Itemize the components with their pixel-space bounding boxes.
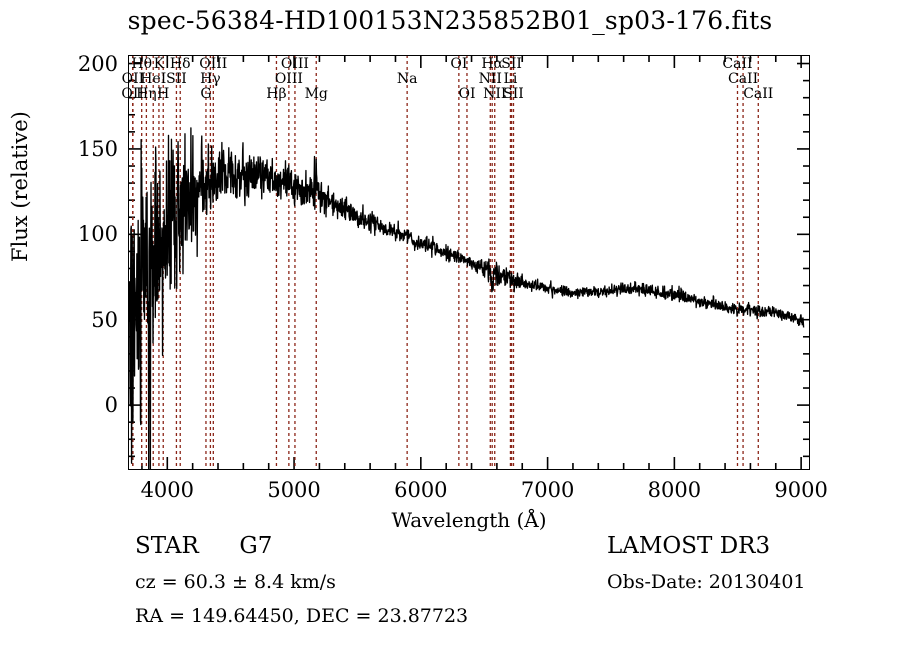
page-title: spec-56384-HD100153N235852B01_sp03-176.f… [127,6,773,35]
x-tick-5000: 5000 [267,478,321,502]
line-label-CaII-8542: CaII [728,71,759,87]
x-tick-6000: 6000 [394,478,448,502]
line-label-Li-6707: Li [503,71,518,87]
line-label-K-3934: K [153,56,165,72]
spectrum-canvas [128,55,810,470]
y-tick-200: 200 [77,51,118,76]
line-label-H-4861: Hβ [266,86,287,102]
line-label-SII-6731: SII [503,86,524,102]
line-label-NII-6583: NII [483,86,507,102]
x-tick-9000: 9000 [774,478,828,502]
survey-name: LAMOST DR3 [607,533,771,559]
line-label-NII-6548: NII [478,71,502,87]
x-axis-title: Wavelength (Å) [391,508,547,532]
line-label-SII-6716: SII [501,56,522,72]
x-tick-8000: 8000 [647,478,702,502]
line-label-OIII-4959: OIII [274,71,303,87]
x-tick-7000: 7000 [520,478,575,502]
spectrum-plot [128,55,810,470]
line-label-Mg-5175: Mg [304,86,328,102]
line-label-H-4340: Hγ [200,71,221,87]
line-label-OIII-4363: OIII [199,56,228,72]
spectral-type: G7 [239,533,273,559]
y-tick-50: 50 [91,307,118,332]
line-label-HeI-3889: HeI [140,71,167,87]
line-label-OII-3729: OII [121,71,145,87]
y-tick-0: 0 [104,393,118,418]
line-label-H-3798: Hθ [131,56,153,72]
line-label-OII-3727: OII [121,86,144,102]
y-axis-title: Flux (relative) [8,111,32,262]
line-label-CaII-8662: CaII [743,86,774,102]
line-label-OIII-5007: OIII [280,56,309,72]
line-label-CaII-8498: CaII [722,56,753,72]
obs-date: Obs-Date: 20130401 [607,571,806,593]
x-tick-4000: 4000 [140,478,195,502]
y-tick-150: 150 [77,136,118,161]
object-class: STAR [135,533,199,559]
coordinates: RA = 149.64450, DEC = 23.87723 [135,605,469,627]
object-class-line: STAR G7 [135,533,272,559]
line-label-OI-6300: OI [450,56,468,72]
line-label-SII-4072: SII [166,71,187,87]
line-label-Na-5892: Na [396,71,418,87]
y-tick-100: 100 [77,222,118,247]
line-label-OI-6364: OI [458,86,476,102]
line-label-H-3835: Hη [136,86,157,102]
plot-frame [128,55,810,470]
redshift-velocity: cz = 60.3 ± 8.4 km/s [135,571,336,593]
line-label-H-3968: H [157,86,170,102]
line-label-G-4305: G [200,86,212,102]
line-label-H-4102: Hδ [169,56,191,72]
metadata-block: STAR G7 cz = 60.3 ± 8.4 km/s RA = 149.64… [0,533,900,643]
line-label-H-6563: Hα [481,56,504,72]
